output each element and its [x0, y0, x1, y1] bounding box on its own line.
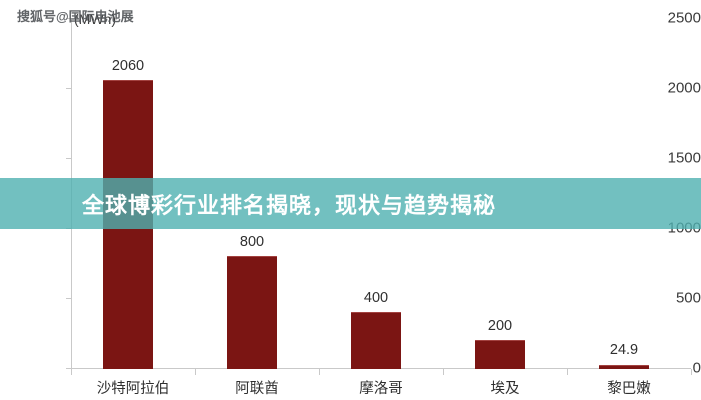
bar-value-egypt: 200 [487, 318, 513, 334]
y-tick-label-1500: 1500 [667, 149, 701, 167]
bar-value-uae: 800 [239, 234, 265, 250]
x-category-label-uae: 阿联酋 [235, 381, 279, 397]
y-tick-label-500: 500 [675, 289, 701, 307]
x-tick-mark-0 [71, 369, 72, 375]
bar-lebanon [599, 364, 649, 369]
x-tick-mark-1 [195, 369, 196, 375]
bar-uae [227, 256, 277, 369]
banner-title: 全球博彩行业排名揭晓，现状与趋势揭秘 [82, 193, 497, 219]
x-tick-mark-2 [319, 369, 320, 375]
bar-value-lebanon: 24.9 [609, 342, 639, 358]
x-tick-mark-4 [567, 369, 568, 375]
bar-value-morocco: 400 [363, 290, 389, 306]
y-tick-mark-0 [66, 368, 71, 369]
bar-egypt [475, 340, 525, 369]
y-tick-mark-500 [66, 298, 71, 299]
overlay-banner: 全球博彩行业排名揭晓，现状与趋势揭秘 [0, 178, 701, 229]
watermark-text: 搜狐号@国际电池展 [17, 9, 134, 24]
bar-morocco [351, 312, 401, 369]
x-category-label-saudi-arabia: 沙特阿拉伯 [96, 381, 170, 397]
y-tick-mark-2500 [66, 18, 71, 19]
y-tick-mark-2000 [66, 88, 71, 89]
x-category-label-egypt: 埃及 [490, 381, 520, 397]
y-tick-label-2000: 2000 [667, 79, 701, 97]
x-tick-mark-3 [443, 369, 444, 375]
bar-value-saudi-arabia: 2060 [111, 58, 145, 74]
y-axis-unit-label: (MWh) [74, 11, 116, 27]
y-tick-mark-1500 [66, 158, 71, 159]
x-category-label-morocco: 摩洛哥 [359, 381, 403, 397]
x-tick-mark-5 [691, 369, 692, 375]
y-tick-label-2500: 2500 [667, 9, 701, 27]
x-category-label-lebanon: 黎巴嫩 [607, 381, 651, 397]
y-tick-label-0: 0 [692, 359, 701, 377]
